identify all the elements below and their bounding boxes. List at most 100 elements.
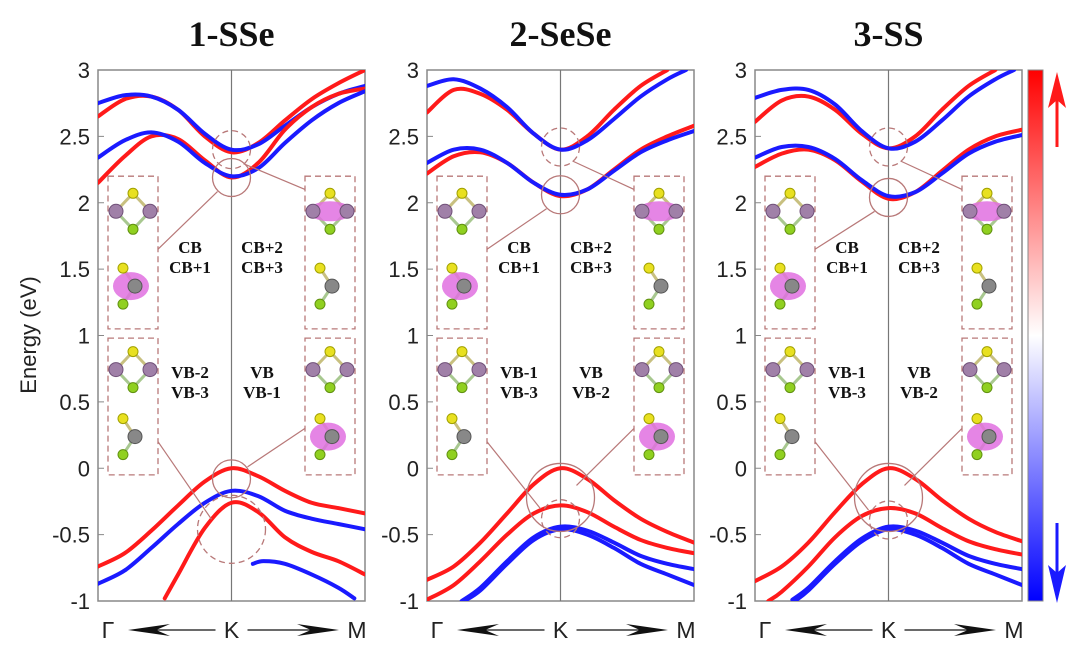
atom-se: [117, 298, 129, 310]
arrow-head: [626, 624, 668, 636]
band-down-cb-3-down: [427, 70, 688, 152]
y-tick-label: -1: [399, 589, 419, 614]
spin-colorbar: [1027, 69, 1044, 602]
band-panel-3-ss: 3-SS 3 2.5 2 1.5 1 0.5 0 -0.5 -1 CB CB+1 CB+2 CB+3 VB-…: [709, 14, 1024, 643]
inset-box-cb-left: [764, 175, 816, 330]
band-up-vb-up: [98, 466, 365, 569]
atom-se: [971, 298, 983, 310]
inset-label-cb-left: CB CB+1: [169, 238, 211, 277]
molecule-structure-icon: [765, 187, 815, 235]
molecule-structure-icon: [962, 346, 1012, 394]
atom-se: [971, 449, 983, 461]
molecule-structure-icon: [643, 262, 669, 310]
inset-label-cb-right: CB+2 CB+3: [570, 238, 612, 277]
molecule-structure-icon: [437, 346, 487, 394]
atom-s: [324, 346, 336, 358]
y-tick-label: 0.5: [388, 390, 419, 415]
x-tick-label-gamma: Γ: [102, 617, 115, 643]
molecule-structure-icon: [442, 262, 478, 310]
molecule-structure-icon: [437, 187, 487, 235]
x-tick-label-k: K: [881, 617, 897, 643]
atom-s: [971, 262, 983, 274]
atom-metal: [305, 362, 321, 378]
panel-title: 2-SeSe: [510, 14, 612, 54]
x-tick-label-m: M: [1004, 617, 1023, 643]
molecule-structure-icon: [634, 187, 684, 235]
y-tick-label: 2: [78, 191, 90, 216]
atom-metal: [305, 203, 321, 219]
leader-line: [243, 163, 306, 191]
annotation-circle-vb-top: [211, 459, 252, 499]
atom-metal: [339, 362, 355, 378]
y-axis-label: Energy (eV): [16, 276, 41, 393]
atom-se: [446, 449, 458, 461]
y-tick-label: 0: [735, 456, 747, 481]
inset-box-cb-left: [107, 175, 159, 330]
bands: [427, 70, 694, 601]
atom-metal: [962, 203, 978, 219]
arrow-right-icon: [576, 624, 668, 636]
atom-metal: [324, 429, 340, 445]
atom-metal: [996, 362, 1012, 378]
inset-box-cb-right: [304, 175, 356, 330]
bands: [98, 70, 365, 601]
y-tick-label: 0.5: [716, 390, 747, 415]
annotation-circle-cb-low: [211, 157, 252, 198]
atom-metal: [784, 429, 800, 445]
atom-se: [314, 449, 326, 461]
annotation-circle-vb-low: [868, 500, 909, 540]
leader-line: [900, 160, 963, 191]
y-tick-label: -0.5: [709, 523, 747, 548]
atom-metal: [456, 278, 472, 294]
atom-se: [643, 298, 655, 310]
band-up-vb-1-up: [766, 506, 1022, 601]
atom-se: [981, 223, 993, 235]
molecule-structure-icon: [314, 262, 340, 310]
atom-s: [456, 187, 468, 199]
arrow-right-icon: [904, 624, 996, 636]
molecule-structure-icon: [774, 413, 800, 461]
inset-label-vb-right: VB VB-1: [243, 363, 281, 402]
atom-metal: [765, 203, 781, 219]
y-tick-label: 1: [407, 324, 419, 349]
atom-metal: [437, 203, 453, 219]
inset-box-vb-right: [304, 337, 356, 476]
x-tick-label-gamma: Γ: [431, 617, 444, 643]
annotation-circle-cb-high: [540, 127, 581, 167]
arrow-head: [954, 624, 996, 636]
molecule-structure-icon: [113, 262, 149, 310]
atom-metal: [668, 203, 684, 219]
leader-line: [572, 160, 635, 191]
orbital-lobe: [637, 201, 681, 222]
atom-se: [117, 449, 129, 461]
annotation-circle-cb-low: [868, 177, 909, 218]
inset-box-vb-left: [107, 337, 159, 476]
arrow-left-icon: [457, 624, 545, 636]
atom-se: [456, 382, 468, 394]
atom-metal: [456, 429, 472, 445]
molecule-structure-icon: [971, 262, 997, 310]
y-tick-label: 0: [407, 456, 419, 481]
atom-metal: [142, 362, 158, 378]
y-tick-label: 0: [78, 456, 90, 481]
molecule-structure-icon: [446, 413, 472, 461]
x-tick-label-k: K: [224, 617, 240, 643]
atom-s: [117, 413, 129, 425]
molecule-structure-icon: [108, 187, 158, 235]
band-down-vb-1-down: [98, 488, 365, 586]
atom-se: [784, 382, 796, 394]
inset-box-vb-right: [633, 337, 685, 476]
atom-se: [774, 298, 786, 310]
atom-se: [324, 223, 336, 235]
band-panel-1-sse: 1-SSe 3 2.5 2 1.5 1 0.5 0 -0.5 -1 CB CB+1 CB+2 CB+3 VB…: [52, 14, 367, 643]
atom-metal: [634, 203, 650, 219]
annotation-circle-cb-high: [211, 129, 252, 170]
atom-s: [784, 187, 796, 199]
atom-metal: [108, 203, 124, 219]
molecule-structure-icon: [305, 187, 355, 235]
orbital-insets: CB CB+1 CB+2 CB+3 VB-1 VB-3 VB VB-2: [436, 175, 685, 476]
band-down-vb-3-down: [462, 527, 694, 601]
y-tick-label: 0.5: [59, 390, 90, 415]
atom-metal: [784, 278, 800, 294]
